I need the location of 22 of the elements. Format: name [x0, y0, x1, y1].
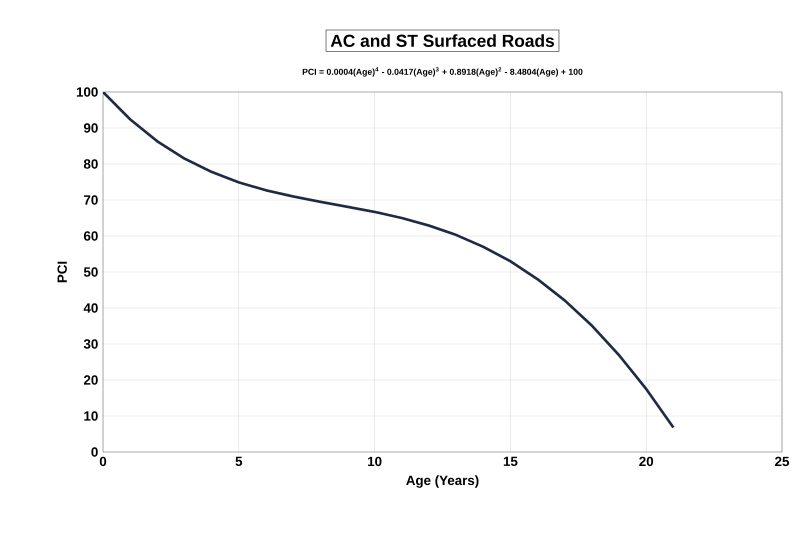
y-tick-label: 10	[84, 411, 98, 421]
y-tick-label: 30	[84, 339, 98, 349]
y-tick-label: 100	[76, 87, 98, 97]
chart-title: AC and ST Surfaced Roads	[330, 34, 554, 47]
y-tick-label: 90	[84, 123, 98, 133]
y-tick-label: 40	[84, 303, 98, 313]
x-tick-label: 10	[368, 456, 382, 466]
x-tick-label: 20	[639, 456, 654, 466]
y-tick-label: 0	[91, 447, 98, 457]
line-series	[103, 92, 675, 429]
y-tick-label: 20	[84, 375, 98, 385]
y-tick-label: 60	[84, 231, 98, 241]
x-axis-title: Age (Years)	[406, 475, 479, 488]
y-axis-title: PCI	[57, 262, 67, 282]
x-tick-label: 25	[775, 456, 790, 466]
y-tick-label: 80	[84, 159, 98, 169]
y-tick-label: 50	[84, 267, 98, 277]
x-tick-label: 0	[100, 456, 106, 466]
y-tick-label: 70	[84, 195, 98, 205]
x-tick-label: 5	[236, 456, 242, 466]
chart-subtitle: PCI = 0.0004(Age)$^{4}$ - 0.0417(Age)$^{3}$ + 0.8918(Age)$^{2}$ - 8.4804(Age) + 100	[302, 67, 582, 77]
x-tick-label: 15	[504, 456, 518, 466]
